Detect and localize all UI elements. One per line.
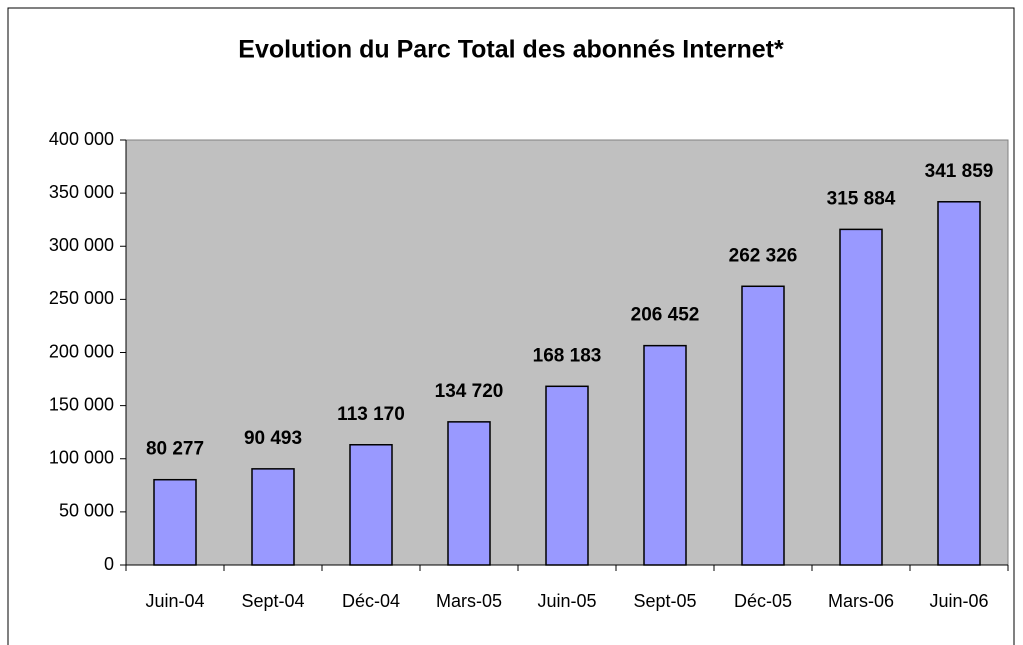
y-tick-label: 150 000 — [49, 394, 114, 414]
bar — [447, 421, 491, 566]
bar — [741, 285, 785, 566]
y-tick-label: 100 000 — [49, 448, 114, 468]
bar — [839, 228, 883, 566]
value-label: 206 452 — [631, 305, 700, 326]
value-label: 341 859 — [925, 161, 994, 182]
x-tick-label: Sept-05 — [633, 591, 696, 611]
x-tick-label: Juin-06 — [929, 591, 988, 611]
y-tick-label: 300 000 — [49, 235, 114, 255]
value-label: 80 277 — [146, 439, 204, 460]
bar — [937, 201, 981, 566]
y-tick-label: 200 000 — [49, 341, 114, 361]
value-label: 315 884 — [827, 188, 896, 209]
x-tick-label: Déc-04 — [342, 591, 400, 611]
value-label: 262 326 — [729, 245, 798, 266]
value-label: 134 720 — [435, 381, 504, 402]
x-tick-label: Mars-05 — [436, 591, 502, 611]
bar — [643, 344, 687, 566]
x-tick-label: Déc-05 — [734, 591, 792, 611]
y-tick-label: 250 000 — [49, 288, 114, 308]
value-label: 113 170 — [337, 404, 405, 425]
y-tick-label: 50 000 — [59, 501, 114, 521]
x-tick-label: Juin-05 — [537, 591, 596, 611]
value-label: 90 493 — [244, 428, 302, 449]
y-tick-label: 350 000 — [49, 182, 114, 202]
bar — [251, 468, 295, 566]
y-tick-label: 0 — [104, 554, 114, 574]
value-label: 168 183 — [533, 345, 602, 366]
x-tick-label: Sept-04 — [241, 591, 304, 611]
x-tick-label: Mars-06 — [828, 591, 894, 611]
bar — [153, 478, 197, 566]
x-tick-label: Juin-04 — [145, 591, 204, 611]
bar — [545, 385, 589, 566]
y-tick-label: 400 000 — [49, 129, 114, 149]
chart-title: Evolution du Parc Total des abonnés Inte… — [238, 36, 784, 64]
bar — [349, 444, 393, 566]
